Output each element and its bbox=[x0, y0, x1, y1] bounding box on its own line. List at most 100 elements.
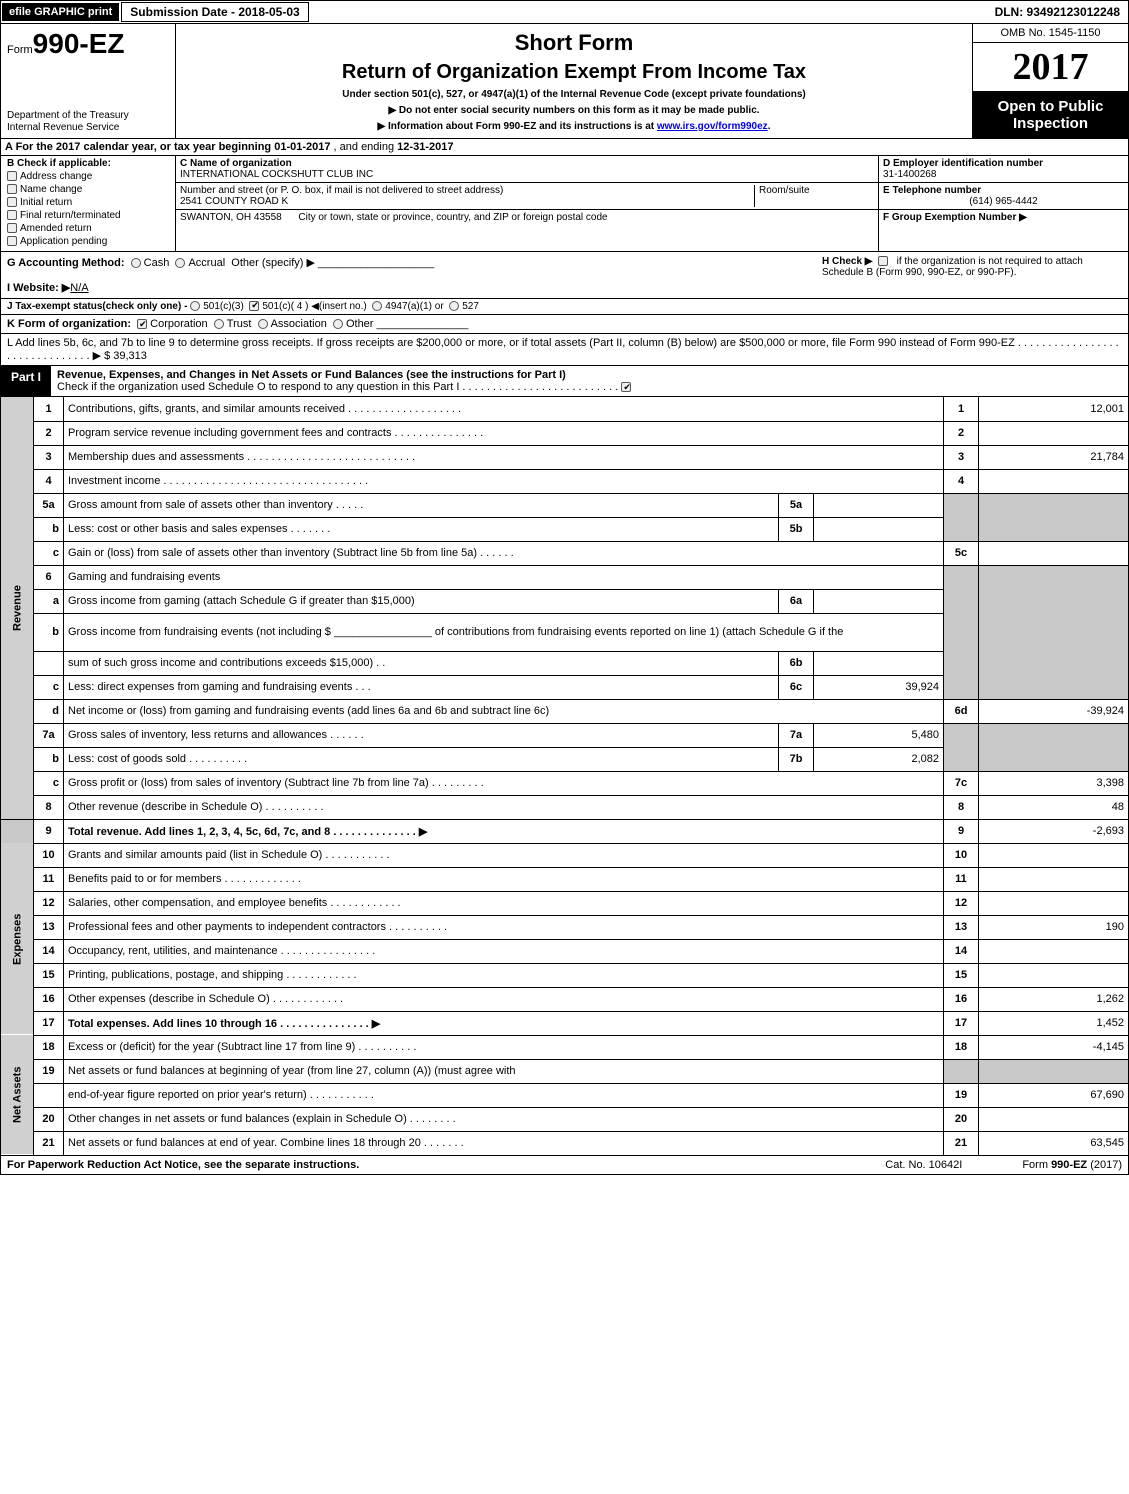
chk-initial-return[interactable]: Initial return bbox=[7, 197, 169, 208]
open-to-public: Open to Public Inspection bbox=[973, 92, 1128, 138]
opt-4947: 4947(a)(1) or bbox=[385, 301, 443, 312]
boxno-12: 12 bbox=[944, 891, 979, 915]
desc-9: Total revenue. Add lines 1, 2, 3, 4, 5c,… bbox=[64, 819, 944, 843]
dept-treasury: Department of the Treasury bbox=[7, 110, 169, 122]
radio-other-org[interactable] bbox=[333, 319, 343, 329]
desc-10: Grants and similar amounts paid (list in… bbox=[64, 843, 944, 867]
row-12: 12 Salaries, other compensation, and emp… bbox=[1, 891, 1129, 915]
desc-16: Other expenses (describe in Schedule O) … bbox=[64, 987, 944, 1011]
boxno-19b: 19 bbox=[944, 1083, 979, 1107]
val-19b: 67,690 bbox=[979, 1083, 1129, 1107]
chk-amended-return[interactable]: Amended return bbox=[7, 223, 169, 234]
radio-association[interactable] bbox=[258, 319, 268, 329]
radio-4947[interactable] bbox=[372, 301, 382, 311]
desc-7c: Gross profit or (loss) from sales of inv… bbox=[64, 771, 944, 795]
radio-accrual[interactable] bbox=[175, 258, 185, 268]
row-6: 6 Gaming and fundraising events bbox=[1, 565, 1129, 589]
chk-501c[interactable] bbox=[249, 301, 259, 311]
efile-print-button[interactable]: efile GRAPHIC print bbox=[2, 3, 119, 21]
desc-15: Printing, publications, postage, and shi… bbox=[64, 963, 944, 987]
val-14 bbox=[979, 939, 1129, 963]
val-20 bbox=[979, 1107, 1129, 1131]
form-number-text: 990-EZ bbox=[33, 28, 125, 59]
chk-final-return[interactable]: Final return/terminated bbox=[7, 210, 169, 221]
line-j: J Tax-exempt status(check only one) - 50… bbox=[0, 299, 1129, 315]
subno-6a: 6a bbox=[779, 589, 814, 613]
desc-12: Salaries, other compensation, and employ… bbox=[64, 891, 944, 915]
val-17: 1,452 bbox=[979, 1011, 1129, 1035]
h-label: H Check ▶ bbox=[822, 256, 872, 267]
grey-5ab bbox=[944, 493, 979, 541]
grey-6 bbox=[944, 565, 979, 699]
gross-receipts-value: 39,313 bbox=[113, 350, 147, 362]
row-16: 16 Other expenses (describe in Schedule … bbox=[1, 987, 1129, 1011]
opt-501c3: 501(c)(3) bbox=[203, 301, 244, 312]
desc-20: Other changes in net assets or fund bala… bbox=[64, 1107, 944, 1131]
lineno-1: 1 bbox=[34, 397, 64, 421]
chk-address-change[interactable]: Address change bbox=[7, 171, 169, 182]
tax-year: 2017 bbox=[973, 43, 1128, 92]
subval-6c: 39,924 bbox=[814, 675, 944, 699]
val-15 bbox=[979, 963, 1129, 987]
subno-6c: 6c bbox=[779, 675, 814, 699]
boxno-4: 4 bbox=[944, 469, 979, 493]
desc-1: Contributions, gifts, grants, and simila… bbox=[64, 397, 944, 421]
instructions-link[interactable]: www.irs.gov/form990ez bbox=[657, 121, 768, 132]
room-label: Room/suite bbox=[759, 185, 810, 196]
lineno-8: 8 bbox=[34, 795, 64, 819]
submission-date: Submission Date - 2018-05-03 bbox=[121, 2, 308, 22]
boxno-18: 18 bbox=[944, 1035, 979, 1059]
form-prefix: Form bbox=[7, 44, 33, 56]
omb-number: OMB No. 1545-1150 bbox=[973, 24, 1128, 43]
opt-trust: Trust bbox=[227, 318, 252, 330]
lineno-6: 6 bbox=[34, 565, 64, 589]
boxno-21: 21 bbox=[944, 1131, 979, 1155]
i-label: I Website: ▶ bbox=[7, 282, 70, 294]
chk-name-change[interactable]: Name change bbox=[7, 184, 169, 195]
row-21: 21 Net assets or fund balances at end of… bbox=[1, 1131, 1129, 1155]
e-label: E Telephone number bbox=[883, 185, 981, 196]
department-info: Department of the Treasury Internal Reve… bbox=[7, 110, 169, 134]
boxno-15: 15 bbox=[944, 963, 979, 987]
subno-7b: 7b bbox=[779, 747, 814, 771]
desc-11: Benefits paid to or for members . . . . … bbox=[64, 867, 944, 891]
row-4: 4 Investment income . . . . . . . . . . … bbox=[1, 469, 1129, 493]
desc-14: Occupancy, rent, utilities, and maintena… bbox=[64, 939, 944, 963]
footer-form-ref: Form 990-EZ (2017) bbox=[1022, 1159, 1122, 1171]
form-title-1: Short Form bbox=[184, 30, 964, 56]
ein-value: 31-1400268 bbox=[883, 169, 936, 180]
val-6d: -39,924 bbox=[979, 699, 1129, 723]
lineno-6b2 bbox=[34, 651, 64, 675]
line-a-mid: , and ending bbox=[334, 141, 398, 153]
part-1-title-text: Revenue, Expenses, and Changes in Net As… bbox=[57, 369, 566, 381]
radio-trust[interactable] bbox=[214, 319, 224, 329]
desc-19: Net assets or fund balances at beginning… bbox=[64, 1059, 944, 1083]
chk-application-pending[interactable]: Application pending bbox=[7, 236, 169, 247]
header-left: Form990-EZ Department of the Treasury In… bbox=[1, 24, 176, 138]
line-k: K Form of organization: Corporation Trus… bbox=[0, 315, 1129, 334]
grey-5ab-val bbox=[979, 493, 1129, 541]
boxno-20: 20 bbox=[944, 1107, 979, 1131]
row-3: 3 Membership dues and assessments . . . … bbox=[1, 445, 1129, 469]
chk-schedule-o[interactable] bbox=[621, 382, 631, 392]
radio-cash[interactable] bbox=[131, 258, 141, 268]
desc-6b: Gross income from fundraising events (no… bbox=[64, 613, 944, 651]
lineno-3: 3 bbox=[34, 445, 64, 469]
val-4 bbox=[979, 469, 1129, 493]
desc-4: Investment income . . . . . . . . . . . … bbox=[64, 469, 944, 493]
val-12 bbox=[979, 891, 1129, 915]
row-7c: c Gross profit or (loss) from sales of i… bbox=[1, 771, 1129, 795]
form-note-1: ▶ Do not enter social security numbers o… bbox=[184, 105, 964, 116]
row-20: 20 Other changes in net assets or fund b… bbox=[1, 1107, 1129, 1131]
c-label: C Name of organization bbox=[180, 158, 292, 169]
chk-schedule-b[interactable] bbox=[878, 256, 888, 266]
form-header: Form990-EZ Department of the Treasury In… bbox=[0, 24, 1129, 139]
radio-527[interactable] bbox=[449, 301, 459, 311]
radio-501c3[interactable] bbox=[190, 301, 200, 311]
subval-6b2 bbox=[814, 651, 944, 675]
subno-6b2: 6b bbox=[779, 651, 814, 675]
street-value: 2541 COUNTY ROAD K bbox=[180, 196, 288, 207]
chk-corporation[interactable] bbox=[137, 319, 147, 329]
line-a: A For the 2017 calendar year, or tax yea… bbox=[0, 139, 1129, 156]
grey-19 bbox=[944, 1059, 979, 1083]
